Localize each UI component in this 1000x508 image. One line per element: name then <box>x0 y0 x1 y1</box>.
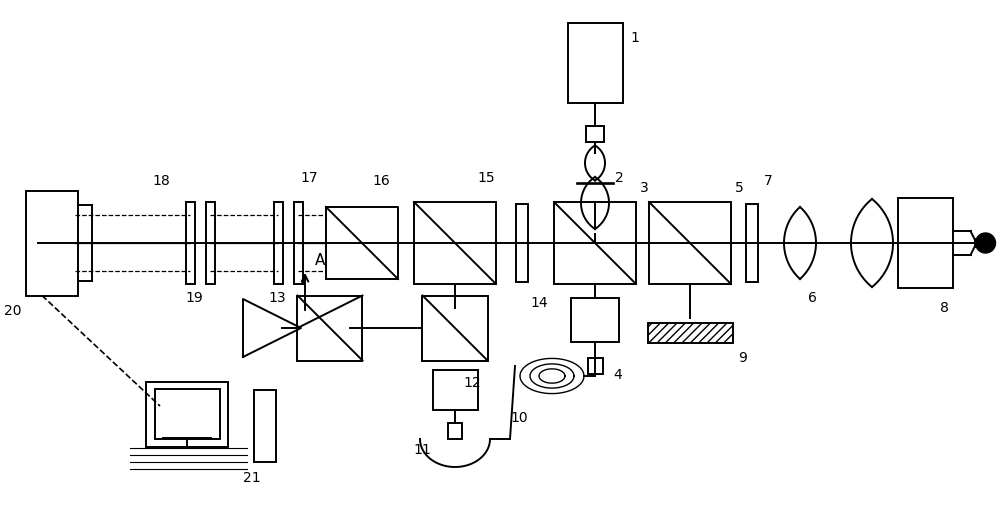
Bar <box>588 358 602 374</box>
Bar <box>422 296 488 361</box>
Bar <box>568 23 622 103</box>
Bar <box>206 202 214 284</box>
Bar <box>448 423 462 439</box>
Text: 10: 10 <box>510 411 528 425</box>
Text: 18: 18 <box>152 174 170 188</box>
Bar <box>155 389 220 439</box>
Text: 21: 21 <box>243 471 261 485</box>
Text: 7: 7 <box>764 174 773 188</box>
Bar <box>516 204 528 282</box>
Bar <box>432 370 478 410</box>
Text: 4: 4 <box>613 368 622 382</box>
Text: A: A <box>315 253 325 268</box>
Bar <box>186 202 194 284</box>
Text: 9: 9 <box>738 351 747 365</box>
Text: 19: 19 <box>185 291 203 305</box>
Bar <box>254 390 276 462</box>
Bar <box>26 190 78 296</box>
Bar <box>898 198 953 288</box>
Text: 8: 8 <box>940 301 949 315</box>
Bar <box>297 296 362 361</box>
Text: 5: 5 <box>735 181 744 195</box>
Bar <box>294 202 302 284</box>
Text: 3: 3 <box>640 181 649 195</box>
Bar <box>554 202 636 284</box>
Text: 6: 6 <box>808 291 817 305</box>
Bar <box>649 202 731 284</box>
Text: 13: 13 <box>268 291 286 305</box>
Bar <box>146 382 228 447</box>
Circle shape <box>976 233 996 253</box>
Bar <box>746 204 758 282</box>
Bar <box>586 126 604 142</box>
Text: 20: 20 <box>4 304 22 318</box>
Text: 14: 14 <box>530 296 548 310</box>
Bar <box>571 298 619 342</box>
Text: 2: 2 <box>615 171 624 185</box>
Bar <box>274 202 283 284</box>
Text: 12: 12 <box>463 376 481 390</box>
Bar <box>414 202 496 284</box>
Text: 11: 11 <box>413 443 431 457</box>
Text: 1: 1 <box>630 31 639 45</box>
Text: 15: 15 <box>477 171 495 185</box>
Bar <box>648 323 732 343</box>
Text: 16: 16 <box>372 174 390 188</box>
Text: 17: 17 <box>300 171 318 185</box>
